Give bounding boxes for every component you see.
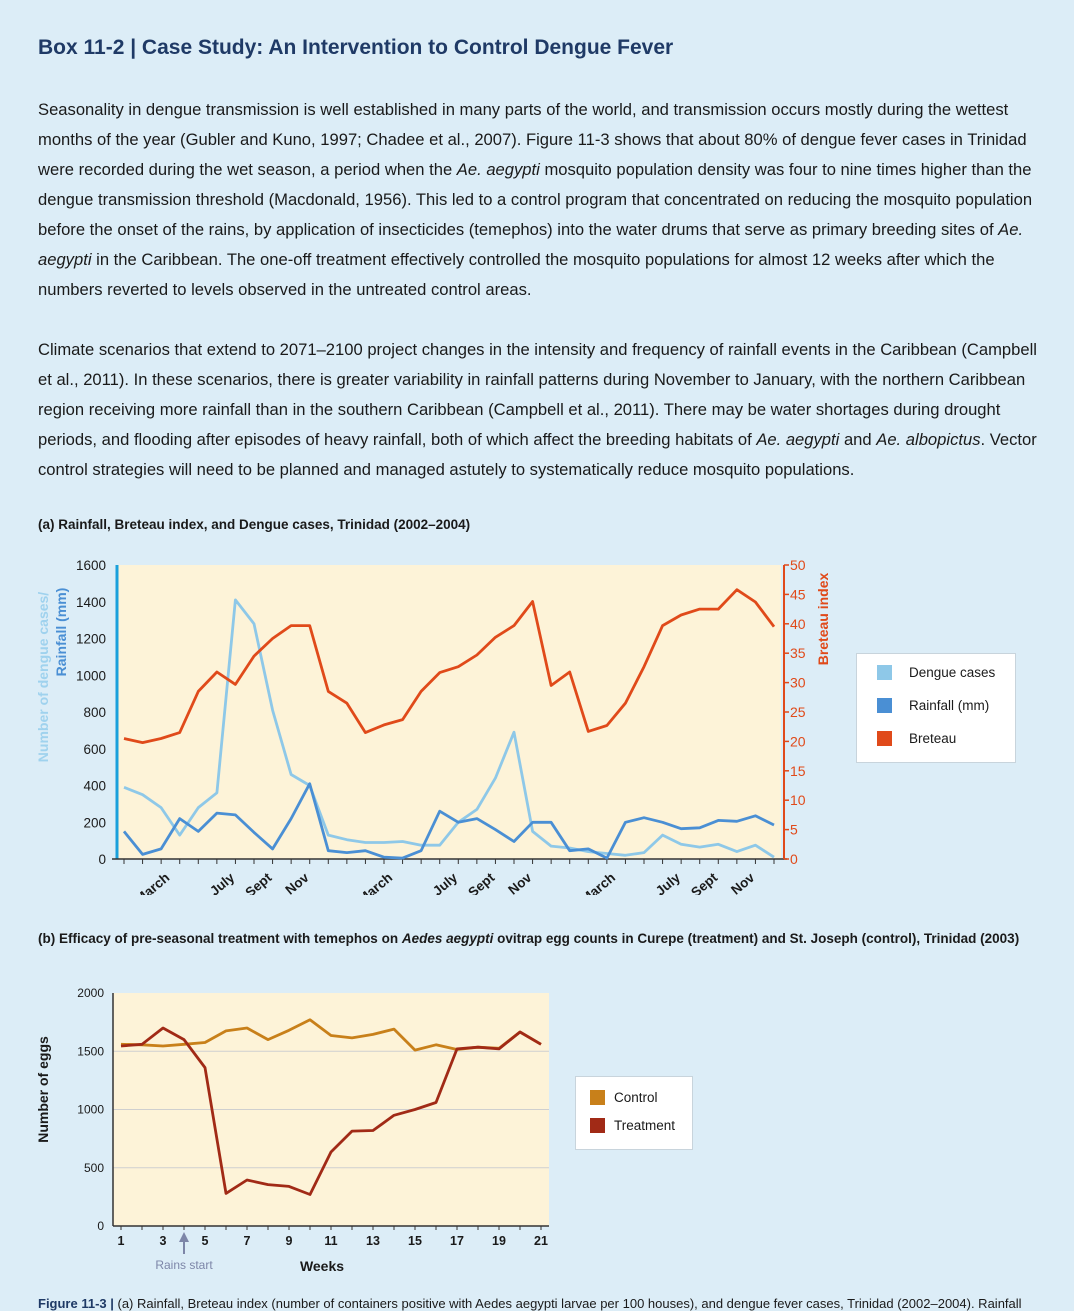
y-tick-label: 1000 — [77, 1103, 104, 1117]
para2-run-4: . Vector control strategies will need to… — [38, 430, 1037, 479]
x-tick-label: 17 — [450, 1234, 464, 1248]
legend-label: Breteau — [909, 731, 957, 746]
x-tick-label: Nov — [505, 869, 535, 895]
legend-swatch — [590, 1118, 605, 1133]
para2-run-1: Ae. aegypti — [756, 430, 840, 449]
paragraph-1: Seasonality in dengue transmission is we… — [38, 95, 1043, 305]
x-tick-label: March — [355, 870, 395, 895]
x-tick-label: July — [207, 869, 238, 895]
x-tick-label: 5 — [202, 1234, 209, 1248]
x-tick-label: 1 — [118, 1234, 125, 1248]
y-tick-label: 800 — [83, 705, 106, 720]
x-tick-label: 11 — [324, 1234, 337, 1248]
legend-item: Rainfall (mm) — [857, 697, 1015, 715]
y-tick-label: 400 — [83, 779, 106, 794]
x-tick-label: 19 — [492, 1234, 506, 1248]
y-axis-label-2: Rainfall (mm) — [53, 588, 69, 677]
plot-area — [117, 565, 781, 859]
y-axis-label: Number of eggs — [35, 1036, 51, 1143]
right-tick-label: 50 — [790, 557, 806, 573]
x-tick-label: Nov — [728, 869, 758, 895]
right-tick-label: 0 — [790, 851, 798, 867]
x-tick-label: July — [430, 869, 461, 895]
right-tick-label: 15 — [790, 763, 806, 779]
y-tick-label: 200 — [83, 815, 106, 830]
right-tick-label: 45 — [790, 586, 806, 602]
legend-item: Dengue cases — [857, 664, 1015, 682]
y-tick-label: 1000 — [76, 668, 106, 683]
right-tick-label: 35 — [790, 645, 806, 661]
legend-swatch — [877, 665, 892, 680]
y-tick-label: 1600 — [76, 558, 106, 573]
y-tick-label: 1200 — [76, 632, 106, 647]
para1-run-1: Ae. aegypti — [456, 160, 540, 179]
chart-b-legend: Control Treatment — [575, 1076, 693, 1150]
y-axis-label-right: Breteau index — [815, 572, 831, 665]
right-tick-label: 5 — [790, 822, 798, 838]
y-tick-label: 1400 — [76, 595, 106, 610]
para1-run-0: Seasonality in dengue transmission is we… — [38, 100, 1027, 179]
x-tick-label: March — [132, 870, 172, 895]
chart-b-title: (b) Efficacy of pre-seasonal treatment w… — [38, 931, 1020, 946]
right-tick-label: 30 — [790, 675, 806, 691]
legend-swatch — [877, 698, 892, 713]
y-tick-label: 2000 — [77, 986, 104, 1000]
y-tick-label: 0 — [98, 852, 106, 867]
x-tick-label: Nov — [282, 869, 312, 895]
x-tick-label: 21 — [534, 1234, 548, 1248]
rains-start-label: Rains start — [155, 1258, 213, 1272]
para2-run-3: Ae. albopictus — [876, 430, 981, 449]
legend-item: Breteau — [857, 730, 1015, 748]
chart-a: 0 200 400 600 800 1000 1200 1400 1600 0 5 10 15 20 25 3… — [35, 557, 831, 895]
legend-label: Treatment — [614, 1118, 676, 1133]
chart-a-title: (a) Rainfall, Breteau index, and Dengue … — [38, 517, 471, 532]
y-axis-label-1: Number of dengue cases/ — [35, 592, 51, 762]
x-tick-label: March — [578, 870, 618, 895]
series-line-dengue-cases — [123, 598, 775, 859]
x-tick-label: 7 — [244, 1234, 251, 1248]
legend-label: Dengue cases — [909, 665, 996, 680]
para1-run-4: in the Caribbean. The one-off treatment … — [38, 250, 995, 299]
legend-item: Control — [576, 1089, 692, 1107]
x-tick-label: 13 — [366, 1234, 380, 1248]
rains-start-arrow-icon — [179, 1232, 189, 1242]
para2-run-0: Climate scenarios that extend to 2071–21… — [38, 340, 1037, 449]
x-tick-label: Sept — [465, 869, 497, 895]
series-line-treatment — [120, 1026, 542, 1196]
series-line-rainfall-mm- — [122, 782, 775, 860]
y-tick-label: 1500 — [77, 1044, 104, 1058]
legend-swatch — [877, 731, 892, 746]
y-tick-label: 600 — [83, 742, 106, 757]
x-tick-label: July — [653, 869, 684, 895]
legend-item: Treatment — [576, 1117, 692, 1135]
right-tick-label: 10 — [790, 792, 806, 808]
legend-label: Rainfall (mm) — [909, 698, 990, 713]
y-tick-label: 0 — [97, 1219, 104, 1233]
x-tick-label: Sept — [242, 869, 274, 895]
x-tick-label: Sept — [688, 869, 720, 895]
legend-swatch — [590, 1090, 605, 1105]
chart-a-legend: Dengue cases Rainfall (mm) Breteau — [856, 653, 1016, 763]
x-tick-label: 9 — [286, 1234, 293, 1248]
x-tick-label: 3 — [160, 1234, 167, 1248]
x-axis-label: Weeks — [300, 1258, 344, 1274]
legend-label: Control — [614, 1090, 658, 1105]
y-tick-label: 500 — [84, 1161, 104, 1175]
x-tick-label: 15 — [408, 1234, 422, 1248]
right-tick-label: 25 — [790, 704, 806, 720]
paragraph-2: Climate scenarios that extend to 2071–21… — [38, 335, 1043, 485]
box-title: Box 11-2 | Case Study: An Intervention t… — [38, 36, 674, 59]
series-line-breteau — [123, 588, 776, 745]
para1-run-3: Ae. aegypti — [38, 220, 1024, 269]
para1-run-2: mosquito population density was four to … — [38, 160, 1033, 239]
para2-run-2: and — [839, 430, 877, 449]
right-tick-label: 40 — [790, 616, 806, 632]
right-tick-label: 20 — [790, 733, 806, 749]
